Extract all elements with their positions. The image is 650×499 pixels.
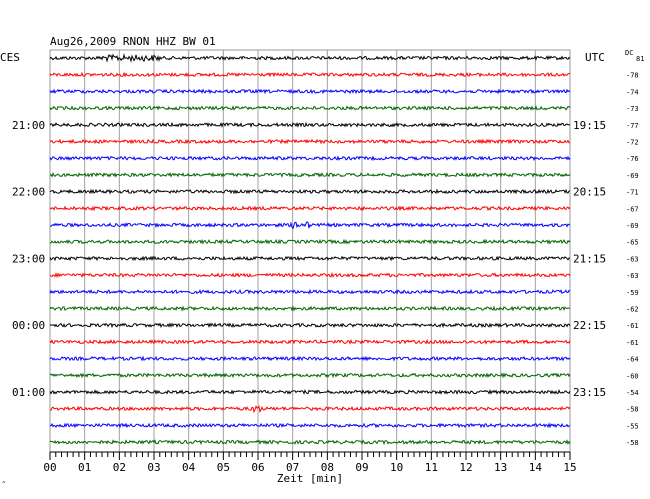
- right-timezone-label: UTC: [585, 51, 605, 64]
- left-timezone-label: CES: [0, 51, 20, 64]
- seismic-trace: [49, 138, 571, 145]
- x-tick-label: 09: [355, 461, 368, 474]
- dc-offset-label: 81: [636, 55, 644, 63]
- seismic-trace: [49, 255, 571, 262]
- x-tick-label: 00: [43, 461, 56, 474]
- dc-header-label: DC: [625, 49, 633, 57]
- x-tick-label: 08: [321, 461, 334, 474]
- seismic-trace: [49, 172, 571, 178]
- x-tick-label: 03: [147, 461, 160, 474]
- dc-offset-label: -67: [626, 205, 639, 213]
- seismic-trace: [49, 238, 571, 245]
- corner-mark: ^: [2, 481, 6, 488]
- x-axis-ticks: 00 01 02 03 04 05 06 07 08 09 10 11 12 13 14 15: [43, 451, 577, 474]
- x-tick-label: 14: [529, 461, 543, 474]
- dc-offset-label: -74: [626, 88, 639, 96]
- left-hour-label: 00:00: [12, 319, 45, 332]
- dc-offset-label: -62: [626, 306, 639, 314]
- seismic-trace: [49, 389, 571, 395]
- seismic-trace: [49, 372, 571, 379]
- seismic-trace: [49, 272, 571, 279]
- x-tick-label: 01: [78, 461, 91, 474]
- left-hour-label: 22:00: [12, 186, 45, 199]
- x-tick-label: 05: [217, 461, 230, 474]
- right-hour-label: 19:15: [573, 119, 606, 132]
- dc-offset-label: -76: [626, 155, 639, 163]
- x-tick-label: 15: [563, 461, 576, 474]
- seismic-trace: [49, 355, 571, 362]
- x-tick-label: 04: [182, 461, 196, 474]
- dc-offset-label: -61: [626, 339, 639, 347]
- seismic-trace: [49, 288, 571, 295]
- seismic-trace: [49, 322, 571, 329]
- seismic-trace: [49, 88, 571, 95]
- seismic-trace: [49, 52, 571, 63]
- dc-offset-label: -78: [626, 72, 639, 80]
- dc-offset-label: -71: [626, 189, 639, 197]
- dc-offset-label: -65: [626, 239, 639, 247]
- seismic-trace: [49, 188, 571, 195]
- seismic-trace: [49, 121, 571, 128]
- trace-group: [49, 52, 571, 446]
- seismic-trace: [49, 422, 571, 429]
- left-hour-label: 21:00: [12, 119, 45, 132]
- dc-offset-label: -58: [626, 406, 639, 414]
- seismic-trace: [49, 338, 571, 345]
- seismic-trace: [49, 439, 571, 446]
- x-tick-label: 13: [494, 461, 507, 474]
- labels-group: 81 -78 -74 -73 -77 -72 -76 -69 -71 -67 -69 -65 -63 -6…: [12, 55, 644, 447]
- x-tick-label: 02: [113, 461, 126, 474]
- seismic-trace: [49, 71, 571, 78]
- right-hour-label: 20:15: [573, 186, 606, 199]
- seismic-trace: [49, 205, 571, 212]
- x-tick-label: 07: [286, 461, 299, 474]
- dc-offset-label: -69: [626, 222, 639, 230]
- right-hour-label: 21:15: [573, 252, 606, 265]
- x-tick-label: 10: [390, 461, 403, 474]
- dc-offset-label: -59: [626, 289, 639, 297]
- dc-offset-label: -73: [626, 105, 639, 113]
- right-hour-label: 23:15: [573, 386, 606, 399]
- seismic-trace: [49, 221, 571, 230]
- seismic-trace: [49, 405, 571, 414]
- dc-offset-label: -63: [626, 272, 639, 280]
- x-axis-title: Zeit [min]: [277, 472, 343, 485]
- x-tick-label: 11: [425, 461, 438, 474]
- dc-offset-label: -72: [626, 139, 639, 147]
- dc-offset-label: -69: [626, 172, 639, 180]
- dc-offset-label: -63: [626, 255, 639, 263]
- seismic-trace: [49, 105, 571, 111]
- chart-title: Aug26,2009 RNON HHZ BW 01: [50, 35, 216, 48]
- grid-lines: [49, 49, 571, 453]
- dc-offset-label: -55: [626, 422, 639, 430]
- seismic-trace: [49, 155, 571, 162]
- seismic-trace: [49, 305, 571, 312]
- dc-offset-label: -54: [626, 389, 639, 397]
- dc-offset-label: -61: [626, 322, 639, 330]
- x-tick-label: 12: [459, 461, 472, 474]
- dc-offset-label: -64: [626, 356, 639, 364]
- dc-offset-label: -77: [626, 122, 639, 130]
- left-hour-label: 01:00: [12, 386, 45, 399]
- right-hour-label: 22:15: [573, 319, 606, 332]
- dc-offset-label: -58: [626, 439, 639, 447]
- x-tick-label: 06: [251, 461, 264, 474]
- dc-offset-label: -60: [626, 372, 639, 380]
- left-hour-label: 23:00: [12, 252, 45, 265]
